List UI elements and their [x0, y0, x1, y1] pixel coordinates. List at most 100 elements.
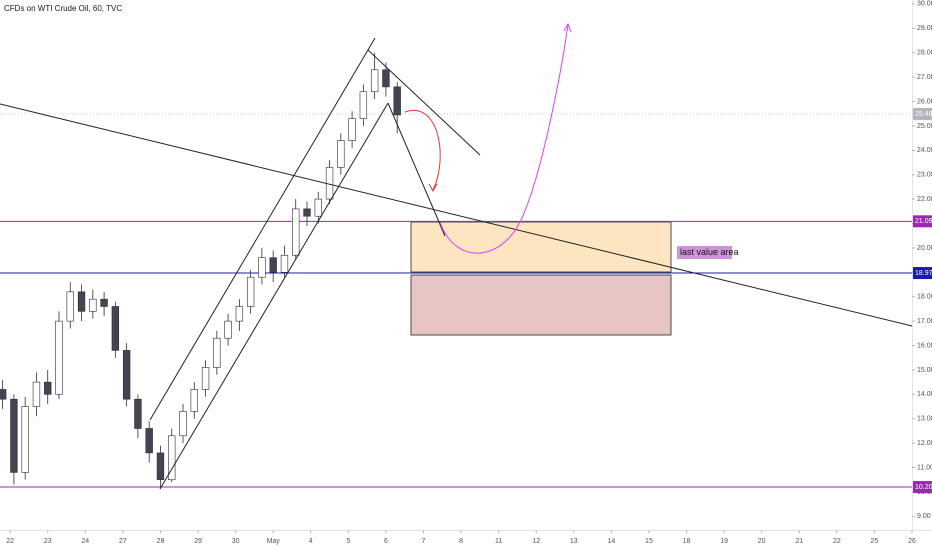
- x-tick-label: 27: [119, 538, 127, 545]
- x-tick-label: 13: [570, 538, 578, 545]
- y-tick-label: 20.00: [917, 245, 932, 252]
- candle-body: [134, 398, 142, 429]
- resistance-line: [367, 49, 481, 156]
- candle-body: [55, 320, 63, 395]
- annotation: last value area: [680, 247, 739, 257]
- candle-body: [156, 452, 165, 481]
- x-tick-label: 24: [81, 538, 89, 545]
- channel-upper: [149, 37, 376, 421]
- candle-body: [337, 140, 345, 168]
- y-tick-label: 15.00: [917, 367, 932, 374]
- candle-body: [213, 337, 221, 368]
- x-tick-label: 19: [720, 538, 728, 545]
- x-tick-label: 15: [645, 538, 653, 545]
- trend-line: [0, 103, 913, 327]
- candle-body: [89, 298, 97, 312]
- y-tick-label: 27.00: [917, 74, 932, 81]
- candle-body: [258, 257, 266, 278]
- candle-body: [10, 398, 18, 473]
- candle-body: [348, 118, 356, 141]
- candle-body: [168, 435, 176, 481]
- y-tick-label: 23.00: [917, 172, 932, 179]
- x-tick-label: 5: [346, 538, 350, 545]
- candle-body: [77, 291, 86, 312]
- x-tick-label: 22: [833, 538, 841, 545]
- y-tick-label: 11.00: [917, 464, 932, 471]
- axes: 9.0010.0011.0012.0013.0014.0015.0016.001…: [6, 1, 932, 545]
- annotation-box: [677, 246, 732, 259]
- pink-arrow: [439, 24, 569, 254]
- chart-title: CFDs on WTI Crude Oil, 60, TVC: [4, 4, 122, 13]
- x-tick-label: 21: [795, 538, 803, 545]
- x-tick-label: 26: [908, 538, 916, 545]
- level-label: 21.09: [915, 218, 932, 225]
- x-tick-label: 8: [459, 538, 463, 545]
- candle-body: [190, 389, 198, 412]
- y-tick-label: 30.00: [917, 1, 932, 8]
- candle-body: [280, 254, 289, 273]
- y-tick-label: 25.00: [917, 123, 932, 130]
- level-label-bg: [913, 267, 932, 280]
- candle-body: [32, 381, 41, 407]
- y-tick-label: 18.00: [917, 294, 932, 301]
- y-tick-label: 12.00: [917, 440, 932, 447]
- x-tick-label: 7: [422, 538, 426, 545]
- candle-body: [269, 257, 277, 273]
- candle-body: [145, 428, 153, 454]
- level-lines: [0, 113, 912, 488]
- red-arrow-head: [428, 183, 438, 193]
- x-tick-label: 11: [495, 538, 502, 545]
- x-tick-label: 22: [6, 538, 14, 545]
- candle-body: [21, 406, 29, 473]
- drawings: [0, 22, 913, 490]
- zones: [410, 221, 672, 336]
- x-tick-label: 23: [44, 538, 52, 545]
- y-tick-label: 26.00: [917, 98, 932, 105]
- candle-body: [179, 411, 187, 437]
- level-label: 18.97: [915, 270, 932, 277]
- x-tick-label: 18: [683, 538, 691, 545]
- y-tick-label: 16.00: [917, 342, 932, 349]
- x-tick-label: 20: [758, 538, 766, 545]
- level-label: 25.49: [915, 111, 932, 118]
- candle-body: [44, 381, 52, 395]
- y-tick-label: 24.00: [917, 147, 932, 154]
- y-tick-label: 22.00: [917, 196, 932, 203]
- candle-body: [201, 367, 210, 390]
- red-arrow: [404, 109, 441, 191]
- candle-body: [382, 69, 390, 88]
- candles: [0, 52, 401, 488]
- candle-body: [370, 69, 379, 93]
- candle-body: [314, 198, 322, 217]
- candle-body: [359, 91, 368, 119]
- level-label-bg: [913, 481, 932, 494]
- candle-body: [111, 306, 120, 351]
- candle-body: [246, 276, 255, 307]
- level-label: 10.20: [915, 484, 932, 491]
- breakdown-line: [387, 102, 446, 237]
- candle-body: [292, 208, 300, 256]
- x-tick-label: May: [267, 538, 281, 545]
- x-tick-label: 12: [532, 538, 540, 545]
- candle-body: [224, 320, 232, 339]
- y-tick-label: 29.00: [917, 25, 932, 32]
- candle-body: [303, 208, 311, 217]
- channel-lower: [159, 102, 389, 490]
- y-tick-label: 13.00: [917, 416, 932, 423]
- candle-body: [235, 306, 244, 322]
- candle-body: [0, 389, 7, 400]
- x-tick-label: 30: [232, 538, 240, 545]
- candle-body: [66, 291, 74, 322]
- demand-zone: [410, 274, 672, 336]
- x-tick-label: 6: [384, 538, 388, 545]
- level-label-bg: [913, 215, 932, 228]
- x-tick-label: 14: [607, 538, 615, 545]
- y-tick-label: 17.00: [917, 318, 932, 325]
- candle-body: [393, 86, 401, 116]
- x-tick-label: 28: [157, 538, 165, 545]
- supply-zone: [410, 221, 672, 273]
- y-tick-label: 28.00: [917, 50, 932, 57]
- y-tick-label: 14.00: [917, 391, 932, 398]
- x-tick-label: 25: [871, 538, 879, 545]
